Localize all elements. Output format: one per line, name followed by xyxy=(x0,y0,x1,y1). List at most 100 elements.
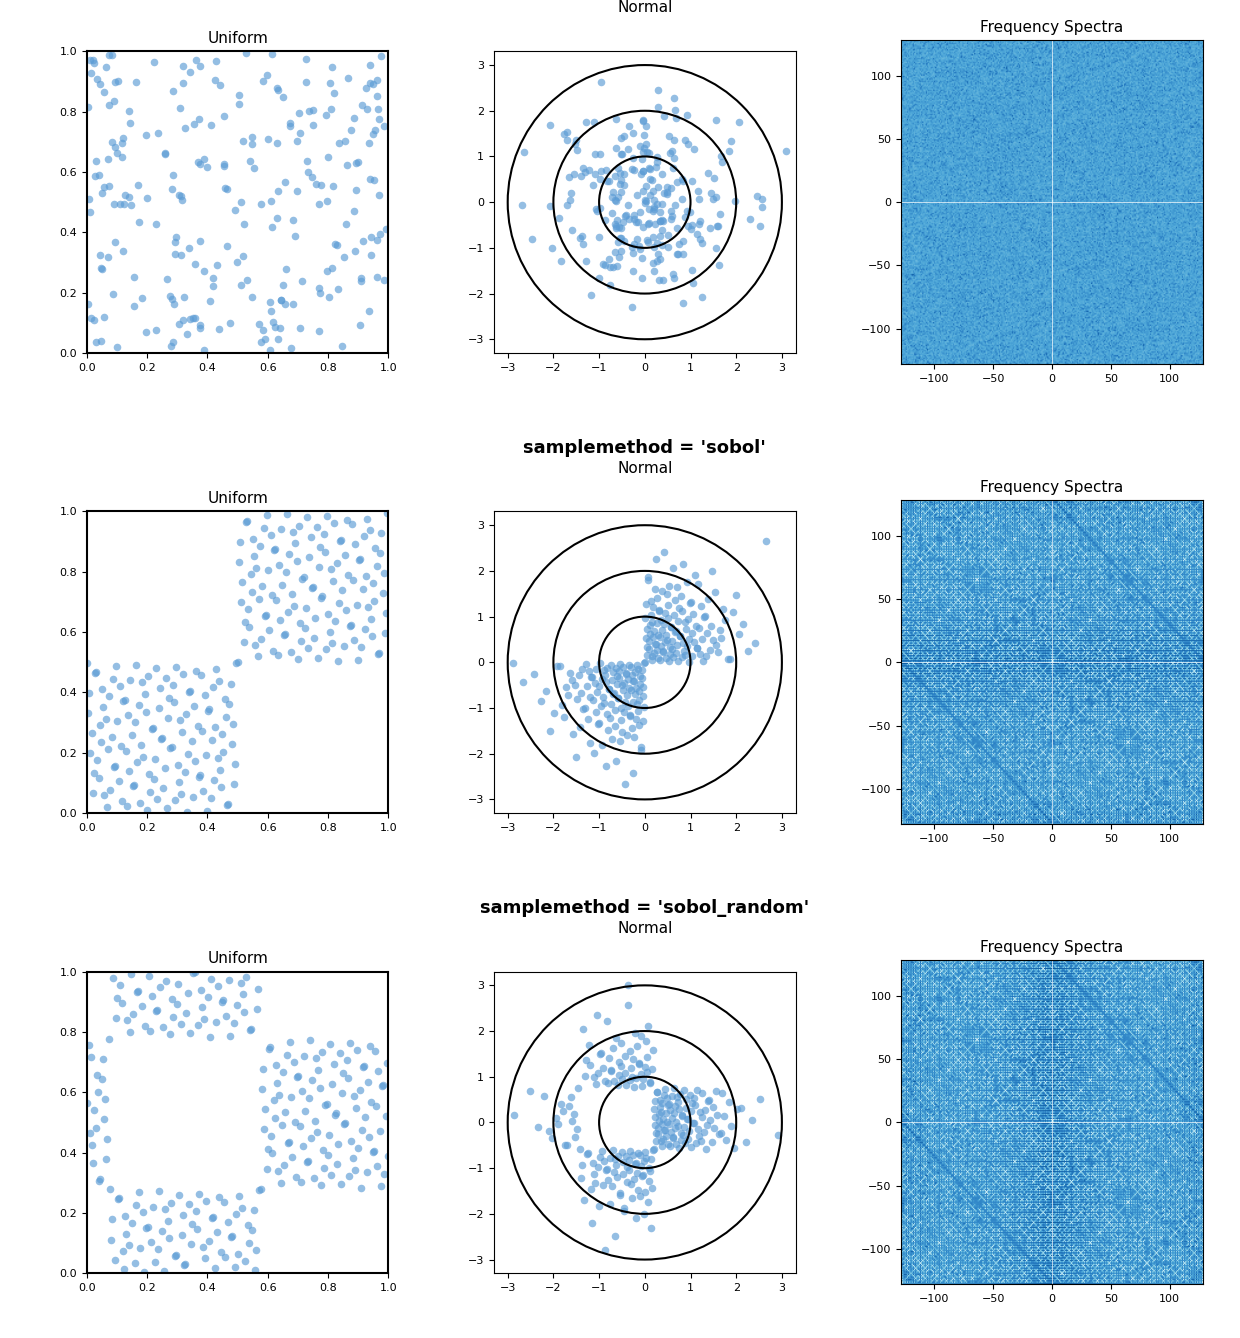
Point xyxy=(346,534,366,555)
Point xyxy=(263,44,283,66)
Point xyxy=(149,697,169,719)
Point xyxy=(634,111,653,132)
Point xyxy=(185,114,205,135)
Point xyxy=(366,538,386,559)
Point xyxy=(632,161,652,182)
Point xyxy=(267,78,286,99)
Point xyxy=(665,589,684,610)
Point xyxy=(161,736,181,757)
Point xyxy=(236,511,255,533)
Point xyxy=(622,237,642,258)
Point xyxy=(618,994,637,1016)
Point xyxy=(120,669,140,690)
Point xyxy=(275,293,295,314)
Point xyxy=(316,638,336,660)
Point xyxy=(160,737,180,759)
Point xyxy=(108,1188,128,1210)
Point xyxy=(587,1004,606,1025)
Point xyxy=(649,1124,668,1145)
Point xyxy=(295,1100,315,1121)
Point xyxy=(205,769,224,791)
Point xyxy=(620,115,640,136)
Point xyxy=(126,654,146,676)
Point xyxy=(640,157,660,178)
Point xyxy=(657,594,677,615)
Point xyxy=(667,1086,687,1108)
Point xyxy=(98,1129,118,1151)
Point xyxy=(89,714,109,736)
Point xyxy=(686,1094,706,1116)
Point xyxy=(681,218,701,240)
Point xyxy=(176,1002,196,1024)
Point xyxy=(250,194,270,215)
Point xyxy=(283,520,303,542)
Point xyxy=(367,70,387,91)
Point xyxy=(244,1259,264,1280)
Point xyxy=(324,83,343,104)
Point xyxy=(644,253,663,274)
Point xyxy=(267,132,286,154)
Point xyxy=(562,669,582,690)
Point xyxy=(531,690,551,712)
Point xyxy=(650,599,670,621)
Point xyxy=(345,241,365,262)
Point xyxy=(299,100,319,122)
Point xyxy=(672,169,692,190)
Point xyxy=(188,1014,208,1036)
Point xyxy=(331,1173,351,1195)
Point xyxy=(549,656,569,677)
Point xyxy=(636,1030,656,1052)
Point xyxy=(298,507,317,529)
Point xyxy=(347,594,367,615)
Point xyxy=(647,1081,667,1103)
Point xyxy=(614,1151,634,1172)
Point xyxy=(167,993,187,1014)
Point xyxy=(228,84,248,106)
Point xyxy=(317,506,337,527)
Point xyxy=(631,268,651,289)
Point xyxy=(673,1124,693,1145)
Point xyxy=(190,154,210,175)
Point xyxy=(575,653,595,674)
Point xyxy=(190,55,210,76)
Point xyxy=(340,1032,360,1053)
Point xyxy=(234,213,254,234)
Point xyxy=(577,111,596,132)
Point xyxy=(574,1189,594,1211)
Point xyxy=(324,175,343,197)
Point xyxy=(667,634,687,656)
Point xyxy=(605,1148,625,1169)
Point xyxy=(83,783,103,804)
Point xyxy=(185,254,205,276)
Point xyxy=(660,1113,680,1135)
Point xyxy=(671,1123,691,1144)
Point xyxy=(596,1159,616,1180)
Point xyxy=(78,294,98,316)
Point xyxy=(651,1136,671,1157)
Point xyxy=(595,1070,615,1092)
Point xyxy=(164,692,184,713)
Point xyxy=(663,157,683,178)
Point xyxy=(666,1096,686,1117)
Point xyxy=(341,119,361,140)
Point xyxy=(701,1109,720,1131)
Point xyxy=(649,270,668,292)
Point xyxy=(113,132,133,154)
Point xyxy=(284,293,304,314)
Point xyxy=(182,731,202,752)
Point xyxy=(82,63,102,84)
Point xyxy=(94,177,114,198)
Point xyxy=(169,313,188,334)
Point xyxy=(136,799,156,820)
Point xyxy=(587,1073,606,1094)
Point xyxy=(579,686,599,708)
Point xyxy=(616,205,636,226)
Point xyxy=(585,673,605,694)
Point xyxy=(707,634,727,656)
Point xyxy=(637,644,657,665)
Point xyxy=(613,1069,632,1090)
Point xyxy=(228,652,248,673)
Point xyxy=(310,1077,330,1098)
Point xyxy=(562,219,582,241)
Point xyxy=(698,587,718,609)
